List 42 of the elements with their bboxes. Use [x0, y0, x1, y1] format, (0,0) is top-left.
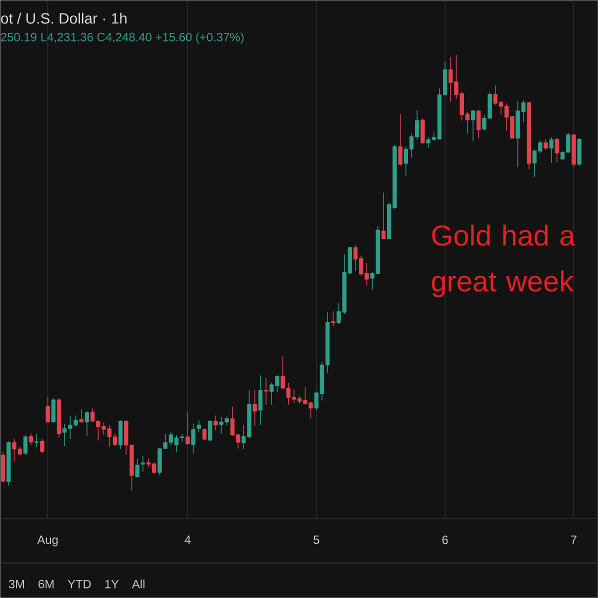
x-tick-label: 6	[442, 536, 448, 544]
candlestick	[544, 138, 548, 150]
candlestick	[202, 428, 207, 441]
annotation: Gold had a great week	[432, 224, 576, 298]
text: 1Y	[105, 580, 119, 588]
candlestick	[398, 114, 402, 166]
candlestick	[84, 410, 90, 436]
candlestick	[40, 438, 44, 454]
x-tick-label: 5	[314, 536, 320, 544]
candlestick	[470, 110, 476, 142]
candlestick	[140, 456, 146, 472]
candlestick	[23, 434, 28, 456]
text: YTD	[68, 580, 91, 588]
text: 6M	[38, 580, 54, 588]
text: 3M	[8, 580, 24, 588]
candlestick	[28, 433, 34, 446]
candlestick	[196, 420, 201, 433]
chart-subtitle: 250.19 L4,231.36 C4,248.40 +15.60 (+0.37%)	[1, 32, 244, 44]
candlestick	[51, 398, 56, 423]
candlestick	[34, 433, 39, 448]
candlestick	[186, 412, 190, 446]
candlestick	[214, 415, 218, 431]
candlestick	[46, 396, 50, 423]
candlestick	[79, 409, 84, 423]
candlestick	[252, 390, 257, 426]
x-tick-label: 4	[184, 536, 191, 544]
text: All	[132, 580, 144, 588]
candlestick	[331, 311, 336, 326]
candlestick	[420, 118, 425, 144]
candlestick	[258, 375, 263, 426]
candlestick	[381, 192, 386, 240]
candlestick	[554, 138, 560, 163]
x-tick-label: Aug	[37, 536, 58, 546]
candlestick	[476, 110, 481, 139]
chart-title: ot / U.S. Dollar · 1h	[1, 12, 126, 24]
candlestick	[264, 378, 268, 406]
candlestick	[191, 423, 196, 454]
candlestick	[208, 420, 212, 442]
candlestick	[549, 136, 554, 164]
candlestick	[118, 420, 123, 450]
candlestick	[135, 458, 140, 478]
x-tick-label: 7	[571, 536, 576, 544]
